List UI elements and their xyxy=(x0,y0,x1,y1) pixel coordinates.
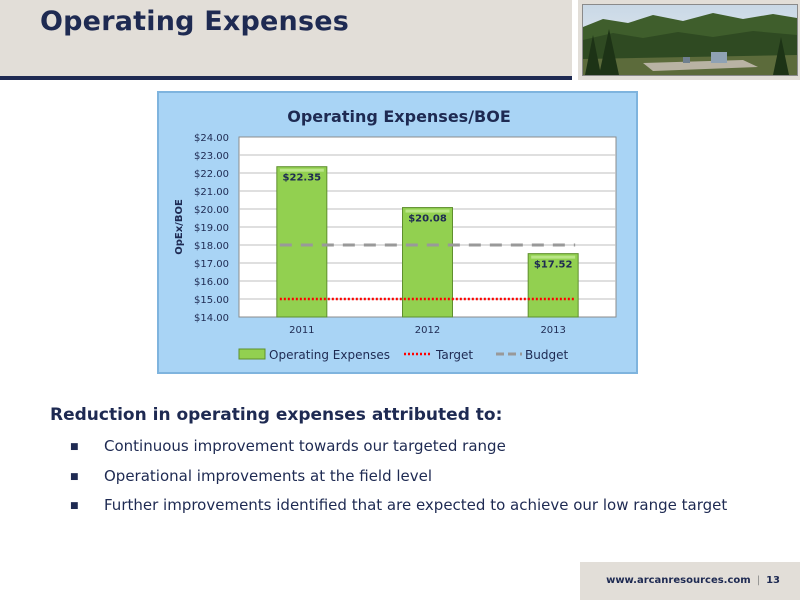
y-tick-label: $18.00 xyxy=(194,241,229,252)
header-rule xyxy=(0,76,572,80)
bar xyxy=(527,253,579,318)
y-axis-label: OpEx/BOE xyxy=(174,199,185,255)
bar-data-label: $20.08 xyxy=(408,214,447,225)
y-tick-label: $14.00 xyxy=(194,313,229,324)
legend-swatch-operating-expenses xyxy=(238,348,266,360)
forest-wellsite-photo-icon xyxy=(582,4,798,76)
x-tick-label: 2011 xyxy=(289,325,314,336)
square-bullet-icon: ■ xyxy=(70,471,79,482)
x-tick-label: 2012 xyxy=(415,325,440,336)
y-tick-label: $20.00 xyxy=(194,205,229,216)
chart-border xyxy=(157,91,638,374)
bar xyxy=(276,166,328,318)
header-band xyxy=(0,0,572,76)
bar-data-label: $22.35 xyxy=(283,173,322,184)
page-number: 13 xyxy=(766,575,780,586)
bullet-text: Further improvements identified that are… xyxy=(104,496,728,514)
reduction-heading: Reduction in operating expenses attribut… xyxy=(50,405,503,425)
x-tick-label: 2013 xyxy=(540,325,565,336)
legend-label: Budget xyxy=(525,348,568,362)
y-tick-label: $17.00 xyxy=(194,259,229,270)
square-bullet-icon: ■ xyxy=(70,501,79,511)
footer: www.arcanresources.com | 13 xyxy=(606,575,780,586)
slide-title: Operating Expenses xyxy=(40,6,350,37)
y-tick-label: $23.00 xyxy=(194,151,229,162)
bullet-text: Continuous improvement towards our targe… xyxy=(104,437,506,455)
bar-data-label: $17.52 xyxy=(534,260,573,271)
chart-title: Operating Expenses/BOE xyxy=(287,107,511,126)
square-bullet-icon: ■ xyxy=(70,442,79,452)
bar-highlight xyxy=(279,168,324,172)
bar-highlight xyxy=(405,209,450,213)
y-tick-label: $16.00 xyxy=(194,277,229,288)
legend-label: Target xyxy=(435,348,473,362)
y-tick-label: $22.00 xyxy=(194,169,229,180)
y-tick-label: $21.00 xyxy=(194,187,229,198)
footer-band xyxy=(580,562,800,600)
footer-separator: | xyxy=(756,575,761,586)
bar-highlight xyxy=(531,255,576,259)
bullet-text: Operational improvements at the field le… xyxy=(104,466,433,485)
y-tick-label: $15.00 xyxy=(194,295,229,306)
footer-website-link[interactable]: www.arcanresources.com xyxy=(606,575,751,586)
opex-chart: Operating Expenses/BOE $14.00 $15.00 $16.00… xyxy=(157,91,638,374)
legend-label: Operating Expenses xyxy=(269,348,390,362)
y-tick-label: $24.00 xyxy=(194,133,229,144)
y-tick-label: $19.00 xyxy=(194,223,229,234)
